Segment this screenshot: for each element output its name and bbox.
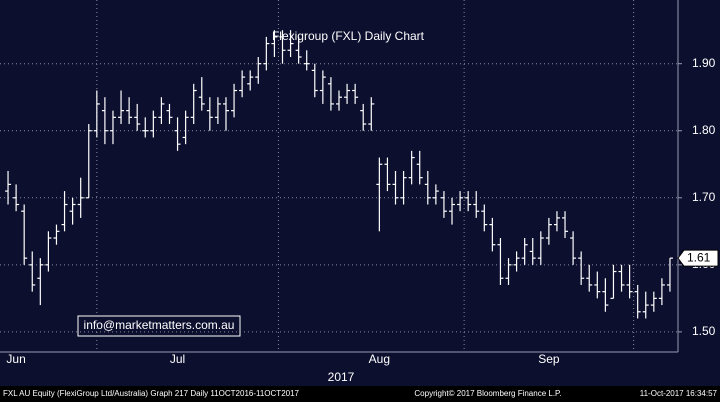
- chart-title: Flexigroup (FXL) Daily Chart: [272, 29, 425, 43]
- y-tick-label: 1.50: [692, 324, 716, 338]
- footer-right: 11-Oct-2017 16:34:57: [640, 389, 718, 398]
- watermark: info@marketmatters.com.au: [84, 318, 235, 332]
- x-tick-label: Aug: [369, 352, 390, 366]
- x-tick-label: Jul: [170, 352, 185, 366]
- last-price-marker: [677, 249, 719, 267]
- y-tick-label: 1.70: [692, 190, 716, 204]
- watermark-box: [77, 315, 241, 337]
- ohlc-bars: [5, 30, 673, 319]
- y-tick-label: 1.90: [692, 56, 716, 70]
- x-tick-label: Jun: [6, 352, 25, 366]
- y-tick-label: 1.80: [692, 123, 716, 137]
- footer-center: Copyright© 2017 Bloomberg Finance L.P.: [414, 389, 561, 398]
- last-price-label: 1.61: [687, 250, 711, 264]
- x-tick-label: Sep: [538, 352, 560, 366]
- footer-left: FXL AU Equity (FlexiGroup Ltd/Australia)…: [3, 389, 300, 398]
- year-label: 2017: [328, 370, 355, 384]
